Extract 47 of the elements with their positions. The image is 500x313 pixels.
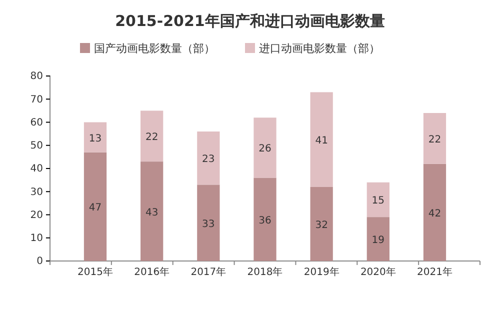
legend-label: 进口动画电影数量（部）	[259, 42, 380, 55]
x-tick-label: 2017年	[190, 266, 226, 278]
data-label: 36	[258, 215, 272, 226]
bar	[140, 110, 164, 162]
bar	[140, 162, 164, 261]
y-tick-label: 0	[36, 256, 43, 268]
chart-title: 2015-2021年国产和进口动画电影数量	[115, 12, 385, 30]
data-label: 19	[372, 235, 385, 246]
y-tick-label: 50	[30, 140, 43, 152]
y-tick-label: 70	[30, 94, 43, 106]
legend-label: 国产动画电影数量（部）	[94, 42, 215, 55]
bar	[366, 182, 390, 218]
data-label: 13	[88, 133, 102, 144]
x-tick-label: 2018年	[247, 266, 283, 278]
data-label: 41	[315, 136, 328, 147]
data-label: 22	[428, 134, 442, 146]
data-label: 43	[145, 207, 158, 218]
data-label: 23	[202, 154, 215, 166]
data-label: 22	[145, 132, 158, 144]
data-label: 26	[258, 144, 272, 155]
data-label: 15	[372, 196, 385, 207]
bar	[254, 118, 276, 178]
y-tick-label: 20	[30, 210, 43, 221]
bar	[423, 113, 446, 164]
bar	[423, 164, 446, 261]
y-tick-label: 80	[30, 71, 43, 82]
bar	[84, 122, 107, 152]
bar	[310, 92, 333, 187]
data-label: 33	[202, 218, 215, 230]
data-label: 42	[428, 208, 442, 220]
x-tick-label: 2015年	[78, 266, 113, 278]
y-tick-label: 10	[30, 233, 43, 244]
y-tick-label: 40	[30, 164, 43, 175]
y-tick-label: 30	[30, 186, 43, 198]
bar	[254, 178, 276, 261]
data-label: 47	[88, 202, 102, 214]
x-tick-label: 2016年	[134, 266, 170, 278]
x-tick-label: 2020年	[360, 266, 396, 278]
data-label: 32	[315, 220, 328, 231]
bar	[84, 152, 107, 261]
x-tick-label: 2019年	[304, 266, 340, 278]
y-tick-label: 60	[30, 117, 43, 128]
bar	[310, 187, 333, 261]
bar	[197, 184, 220, 261]
bar	[366, 217, 390, 261]
bar	[197, 132, 220, 185]
x-tick-label: 2021年	[417, 266, 452, 278]
